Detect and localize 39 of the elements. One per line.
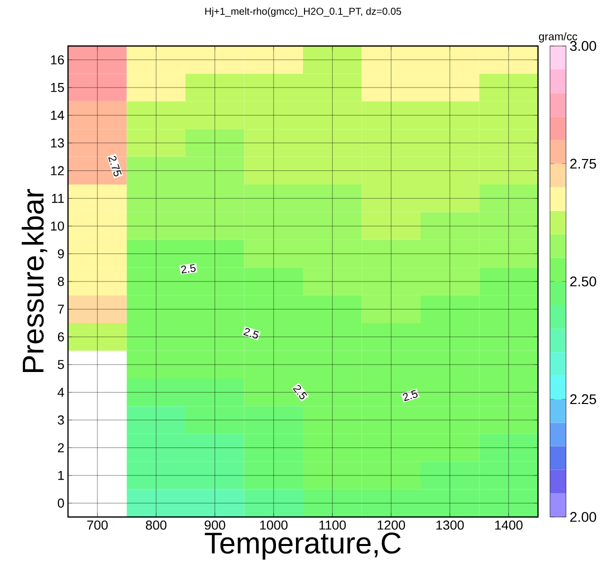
- y-tick-label: 6: [58, 332, 64, 342]
- annotation: 2.5: [292, 385, 308, 400]
- x-tick-label: 1000: [260, 520, 288, 530]
- y-tick-label: 16: [51, 55, 64, 64]
- y-tick-label: 3: [58, 415, 64, 425]
- x-axis-title: Temperature,C: [204, 532, 401, 560]
- y-tick-label: 13: [51, 138, 64, 148]
- y-tick-label: 11: [52, 194, 64, 203]
- y-tick-label: 9: [58, 249, 64, 258]
- chart-title: Hj+1_melt-rho(gmcc)_H2O_0.1_PT, dz=0.05: [205, 8, 402, 17]
- x-tick-label: 1300: [436, 520, 464, 530]
- x-tick-label: 800: [146, 520, 166, 530]
- x-tick-label: 1400: [495, 520, 523, 530]
- color-bar-title: gram/cc: [538, 32, 578, 42]
- color-bar-label: 2.00: [570, 512, 596, 522]
- annotation: 2.5: [402, 390, 418, 402]
- x-tick-label: 900: [204, 520, 226, 530]
- y-tick-label: 15: [51, 83, 64, 92]
- x-tick-label: 1100: [319, 520, 346, 530]
- y-tick-label: 4: [58, 388, 64, 397]
- color-bar-label: 2.25: [570, 394, 596, 404]
- y-tick-label: 2: [58, 443, 64, 452]
- annotation: 2.5: [181, 264, 196, 274]
- y-tick-label: 12: [51, 166, 64, 176]
- annotation: 2.75: [108, 156, 122, 176]
- y-tick-label: 14: [51, 110, 64, 120]
- color-bar-label: 3.00: [570, 41, 596, 51]
- y-tick-label: 0: [58, 498, 64, 508]
- y-tick-label: 7: [58, 304, 64, 314]
- annotation: 2.5: [243, 328, 259, 339]
- y-tick-label: 10: [51, 221, 64, 231]
- y-tick-label: 1: [58, 470, 64, 480]
- y-tick-label: 5: [58, 360, 64, 370]
- y-tick-label: 8: [58, 276, 64, 286]
- y-axis-title: Pressure,kbar: [22, 188, 48, 372]
- x-tick-label: 1200: [378, 520, 406, 530]
- x-tick-label: 700: [87, 520, 108, 530]
- color-bar-label: 2.50: [570, 276, 596, 286]
- color-bar-label: 2.75: [570, 158, 596, 169]
